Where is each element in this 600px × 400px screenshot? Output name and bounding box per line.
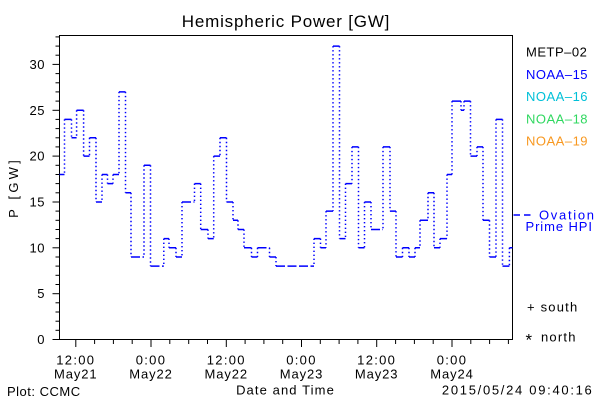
svg-text:30: 30 [30, 57, 45, 72]
svg-text:Prime HPI: Prime HPI [526, 219, 593, 234]
svg-text:Ovation: Ovation [539, 208, 596, 223]
svg-text:May22: May22 [129, 367, 173, 382]
svg-text:0:00: 0:00 [136, 353, 167, 368]
svg-text:0: 0 [37, 332, 45, 347]
svg-text:0:00: 0:00 [437, 353, 468, 368]
svg-text:May21: May21 [54, 367, 98, 382]
svg-text:north: north [541, 330, 577, 345]
svg-text:25: 25 [30, 103, 45, 118]
svg-text:May22: May22 [205, 367, 249, 382]
svg-text:NOAA–16: NOAA–16 [526, 89, 588, 104]
svg-text:*: * [526, 331, 533, 350]
svg-text:Hemispheric Power [GW]: Hemispheric Power [GW] [182, 12, 390, 31]
svg-text:15: 15 [30, 195, 45, 210]
svg-text:Date and Time: Date and Time [236, 383, 335, 398]
svg-text:May23: May23 [280, 367, 324, 382]
svg-text:P [GW]: P [GW] [6, 157, 21, 218]
svg-text:NOAA–19: NOAA–19 [526, 134, 588, 149]
svg-text:May23: May23 [355, 367, 399, 382]
svg-text:NOAA–18: NOAA–18 [526, 111, 588, 126]
svg-text:12:00: 12:00 [56, 353, 95, 368]
svg-text:10: 10 [30, 240, 45, 255]
svg-text:0:00: 0:00 [286, 353, 317, 368]
svg-text:NOAA–15: NOAA–15 [526, 67, 588, 82]
svg-text:METP–02: METP–02 [526, 45, 587, 60]
svg-text:12:00: 12:00 [207, 353, 246, 368]
svg-text:+ south: + south [527, 300, 578, 315]
svg-text:2015/05/24 09:40:16: 2015/05/24 09:40:16 [442, 383, 594, 398]
svg-text:5: 5 [37, 286, 45, 301]
svg-text:May24: May24 [430, 367, 474, 382]
svg-text:20: 20 [30, 149, 45, 164]
svg-text:Plot: CCMC: Plot: CCMC [7, 384, 81, 399]
svg-text:12:00: 12:00 [357, 353, 396, 368]
